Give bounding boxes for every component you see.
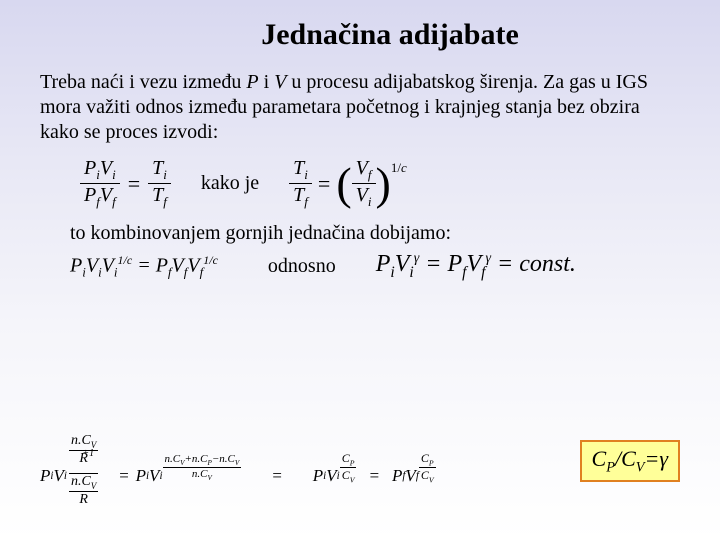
const-label: const. xyxy=(519,251,576,277)
para-text-a: Treba naći i vezu između xyxy=(40,71,246,93)
var-V: V xyxy=(274,71,286,93)
odnosno-text: odnosno xyxy=(268,255,336,278)
gamma-cp: C xyxy=(592,446,607,471)
gamma-p-sub: P xyxy=(606,459,615,475)
kako-je-text: kako je xyxy=(201,172,259,195)
eq-t-ratio: Ti Tf xyxy=(148,157,171,210)
eq-pv-ratio: PiVi PfVf xyxy=(80,157,120,210)
eq-vf-vi-power: ( Vf Vi ) 1/c xyxy=(336,157,406,210)
equals-2: = xyxy=(318,171,330,197)
combining-text: to kombinovanjem gornjih jednačina dobij… xyxy=(70,222,680,245)
slide-title: Jednačina adijabate xyxy=(100,18,680,52)
derivation-equation: PiVi n.CV R n.CV R +1 = PiVi n.CV+n.CP−n… xyxy=(40,441,436,510)
gamma-definition-box: CP/CV=γ xyxy=(580,440,680,482)
intro-paragraph: Treba naći i vezu između P i V u procesu… xyxy=(40,70,680,145)
gamma-equals: =γ xyxy=(644,446,668,471)
equation-row-2: PiViVi1/c = PfVfVf1/c odnosno PiViγ = Pf… xyxy=(70,251,680,282)
gamma-slash: /C xyxy=(615,446,636,471)
var-P: P xyxy=(246,71,258,93)
eq-t-ratio-2: Ti Tf xyxy=(289,157,312,210)
equation-row-1: PiVi PfVf = Ti Tf kako je Ti Tf = ( Vf V… xyxy=(80,157,680,210)
eq-pv-gamma-const: PiViγ = PfVfγ = const. xyxy=(376,251,576,282)
equals-1: = xyxy=(128,171,140,197)
slide-container: Jednačina adijabate Treba naći i vezu iz… xyxy=(0,0,720,540)
eq-pv-1c: PiViVi1/c = PfVfVf1/c xyxy=(70,253,218,281)
para-text-b: i xyxy=(259,71,275,93)
